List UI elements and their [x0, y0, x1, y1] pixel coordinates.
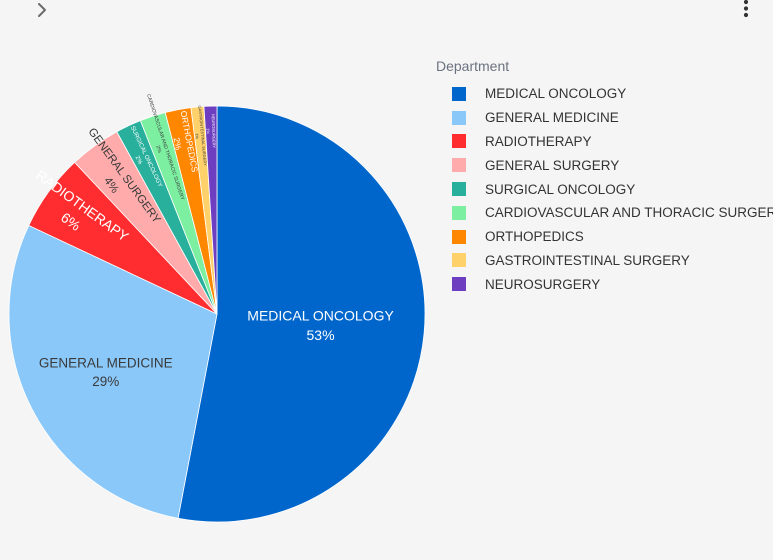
legend-swatch — [452, 253, 466, 268]
chart-toolbar — [0, 0, 773, 28]
legend-label: GENERAL SURGERY — [485, 157, 620, 173]
legend-swatch — [452, 86, 466, 101]
legend-label: GASTROINTESTINAL SURGERY — [485, 252, 690, 268]
legend-label: GENERAL MEDICINE — [485, 110, 619, 126]
pie-slice-neurosurgery[interactable] — [203, 105, 218, 315]
legend-swatch — [452, 205, 466, 220]
legend-label: ORTHOPEDICS — [485, 229, 584, 245]
legend-swatch — [452, 134, 466, 149]
slice-label-general-medicine: GENERAL MEDICINE — [39, 355, 173, 370]
legend-item-general-medicine[interactable]: GENERAL MEDICINE — [436, 106, 773, 130]
slice-percent-neurosurgery: 1% — [206, 128, 211, 134]
slice-percent-general-medicine: 29% — [92, 374, 119, 389]
pie-slice-medical-oncology[interactable] — [177, 105, 426, 523]
legend-label: SURGICAL ONCOLOGY — [485, 181, 636, 197]
more-options-button[interactable] — [736, 0, 756, 22]
legend: Department MEDICAL ONCOLOGY GENERAL MEDIC… — [436, 58, 773, 296]
legend-swatch — [452, 229, 466, 244]
legend-item-radiotherapy[interactable]: RADIOTHERAPY — [436, 130, 773, 154]
legend-item-medical-oncology[interactable]: MEDICAL ONCOLOGY — [436, 82, 773, 106]
slice-percent-gastrointestinal-surgery: 1% — [194, 133, 200, 140]
slice-label-group-medical-oncology: MEDICAL ONCOLOGY 53% — [247, 307, 394, 343]
legend-item-general-surgery[interactable]: GENERAL SURGERY — [436, 153, 773, 177]
legend-title: Department — [436, 58, 510, 74]
legend-label: RADIOTHERAPY — [485, 133, 592, 149]
slice-label-gastrointestinal-surgery: GASTROINTESTINAL SURGERY — [197, 105, 208, 166]
legend-item-orthopedics[interactable]: ORTHOPEDICS — [436, 225, 773, 249]
slice-label-medical-oncology: MEDICAL ONCOLOGY — [247, 307, 394, 323]
legend-swatch — [452, 277, 466, 292]
slice-label-group-general-medicine: GENERAL MEDICINE 29% — [39, 355, 173, 389]
legend-label: NEUROSURGERY — [485, 276, 601, 292]
slice-label-neurosurgery: NEUROSURGERY — [211, 114, 217, 149]
slice-percent-cardiovascular-and-thoracic-surgery: 2% — [155, 145, 163, 154]
legend-label: MEDICAL ONCOLOGY — [485, 86, 627, 102]
legend-swatch — [452, 182, 466, 197]
legend-item-surgical-oncology[interactable]: SURGICAL ONCOLOGY — [436, 177, 773, 201]
chevron-right-icon — [35, 2, 49, 22]
slice-percent-medical-oncology: 53% — [307, 327, 335, 343]
slice-percent-orthopedics: 2% — [172, 137, 184, 151]
legend-item-gastrointestinal-surgery[interactable]: GASTROINTESTINAL SURGERY — [436, 249, 773, 273]
expand-button[interactable] — [30, 0, 54, 24]
more-vertical-icon — [743, 0, 749, 24]
slice-percent-surgical-oncology: 2% — [134, 155, 143, 166]
legend-swatch — [452, 110, 466, 125]
pie-slice-general-medicine[interactable] — [8, 224, 218, 519]
legend-item-neurosurgery[interactable]: NEUROSURGERY — [436, 272, 773, 296]
legend-swatch — [452, 158, 466, 173]
legend-item-cardiovascular-and-thoracic-surgery[interactable]: CARDIOVASCULAR AND THORACIC SURGERY — [436, 201, 773, 225]
legend-label: CARDIOVASCULAR AND THORACIC SURGERY — [485, 205, 773, 221]
